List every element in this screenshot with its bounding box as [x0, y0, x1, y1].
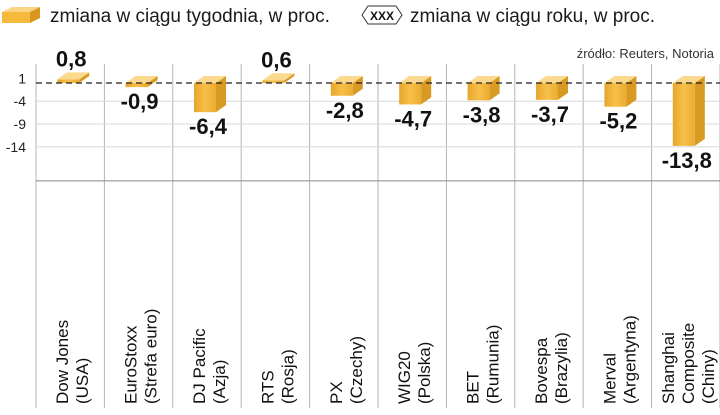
bar-top	[467, 76, 500, 83]
bar-front	[672, 83, 695, 146]
category-label: Shanghai Composite (Chiny)	[659, 323, 718, 404]
category-label-line: (Polska)	[415, 342, 434, 404]
category-label-line: WIG20	[395, 351, 414, 404]
category-label-line: Bovespa	[532, 337, 551, 404]
bar-side	[626, 76, 637, 107]
category-label-line: BET	[464, 371, 483, 404]
bar-top	[125, 76, 158, 83]
bar-side	[216, 76, 226, 113]
y-tick-label: -9	[14, 116, 27, 132]
bar-top	[399, 76, 432, 83]
category-label: EuroStoxx (Strefa euro)	[122, 309, 161, 404]
category-label-line: Dow Jones	[53, 320, 72, 404]
category-label-line: (Rosja)	[278, 349, 297, 404]
bar-side	[694, 76, 705, 146]
bar-top	[672, 76, 705, 83]
bar-front	[330, 83, 353, 96]
bar	[330, 76, 363, 96]
category-label: BET (Rumunia)	[464, 325, 503, 404]
legend-weekly-label: zmiana w ciągu tygodnia, w proc.	[50, 6, 330, 27]
bar-top	[57, 72, 90, 80]
value-label: -3,8	[463, 102, 501, 127]
bar	[604, 76, 637, 107]
bar	[536, 76, 568, 100]
category-label: WIG20 (Polska)	[395, 342, 434, 404]
category-label-line: (Strefa euro)	[142, 309, 161, 404]
category-label: RTS (Rosja)	[258, 349, 297, 404]
bar	[672, 76, 705, 146]
bar-side	[79, 72, 90, 83]
value-label: 0,8	[56, 46, 87, 71]
source-note: źródło: Reuters, Notoria	[577, 46, 715, 61]
bar-front	[125, 83, 148, 88]
category-label-line: (Rumunia)	[484, 325, 503, 404]
legend-yearly-label: zmiana w ciągu roku, w proc.	[410, 6, 655, 27]
category-label-line: Shanghai	[659, 332, 678, 404]
category-label-line: (Brazylia)	[552, 332, 571, 404]
category-label-line: (USA)	[73, 358, 92, 404]
legend-weekly-swatch	[2, 7, 40, 23]
category-label-line: Composite	[679, 323, 698, 404]
bar	[57, 72, 90, 83]
value-label: -6,4	[189, 114, 228, 139]
bar-side	[352, 76, 363, 96]
category-labels: Dow Jones (USA) EuroStoxx (Strefa euro) DJ P…	[53, 309, 718, 404]
bar-front	[194, 83, 216, 113]
category-label: DJ Pacific (Azja)	[190, 328, 229, 404]
y-axis: 1 -4 -9 -14	[6, 70, 26, 154]
value-label: -3,7	[531, 102, 569, 127]
bar-top	[604, 76, 637, 83]
category-label-line: (Chiny)	[699, 349, 718, 404]
category-label: Dow Jones (USA)	[53, 320, 92, 404]
bar	[194, 76, 226, 113]
value-label: 0,6	[261, 47, 292, 72]
bar-top	[194, 76, 226, 83]
legend: zmiana w ciągu tygodnia, w proc. XXX zmi…	[2, 5, 655, 27]
bar-side	[147, 76, 158, 88]
bar	[399, 76, 432, 105]
y-tick-label: -14	[6, 139, 26, 155]
category-label-line: RTS	[258, 370, 277, 404]
bar	[262, 73, 295, 83]
category-label-line: (Czechy)	[347, 336, 366, 404]
value-label: -0,9	[121, 89, 159, 114]
legend-yearly-badge-text: XXX	[370, 9, 394, 23]
bar-front	[262, 80, 285, 83]
bar	[467, 76, 500, 101]
category-label-line: (Argentyna)	[620, 315, 639, 404]
bar-front	[399, 83, 422, 105]
bar-side	[284, 73, 295, 83]
bar	[125, 76, 158, 88]
bars	[57, 72, 705, 146]
bar-side	[489, 76, 500, 101]
bar-top	[536, 76, 568, 83]
bar-front	[467, 83, 490, 101]
category-label-line: PX	[327, 381, 346, 404]
bar-top	[262, 73, 295, 81]
grid	[35, 64, 720, 408]
category-label: Merval (Argentyna)	[600, 315, 639, 404]
bar-side	[558, 76, 568, 100]
bar-front	[604, 83, 627, 107]
value-label: -5,2	[599, 109, 637, 134]
category-label-line: DJ Pacific	[190, 328, 209, 404]
bar-top	[330, 76, 363, 83]
category-label: Bovespa (Brazylia)	[532, 332, 571, 404]
y-tick-label: -4	[14, 93, 27, 109]
bar-front	[57, 79, 80, 83]
category-label-line: Merval	[600, 353, 619, 404]
bar-front	[536, 83, 558, 100]
value-label: -4,7	[394, 106, 432, 131]
value-labels: 0,8 -0,9 -6,4 0,6 -2,8 -4,7 -3,8 -3,7 -5,2 -13,8	[56, 46, 712, 173]
value-label: -2,8	[326, 98, 364, 123]
category-label-line: (Azja)	[210, 360, 229, 404]
value-label: -13,8	[662, 148, 712, 173]
category-label-line: EuroStoxx	[122, 325, 141, 404]
y-tick-label: 1	[18, 70, 26, 86]
category-label: PX (Czechy)	[327, 336, 366, 404]
legend-yearly-badge: XXX	[361, 5, 403, 25]
